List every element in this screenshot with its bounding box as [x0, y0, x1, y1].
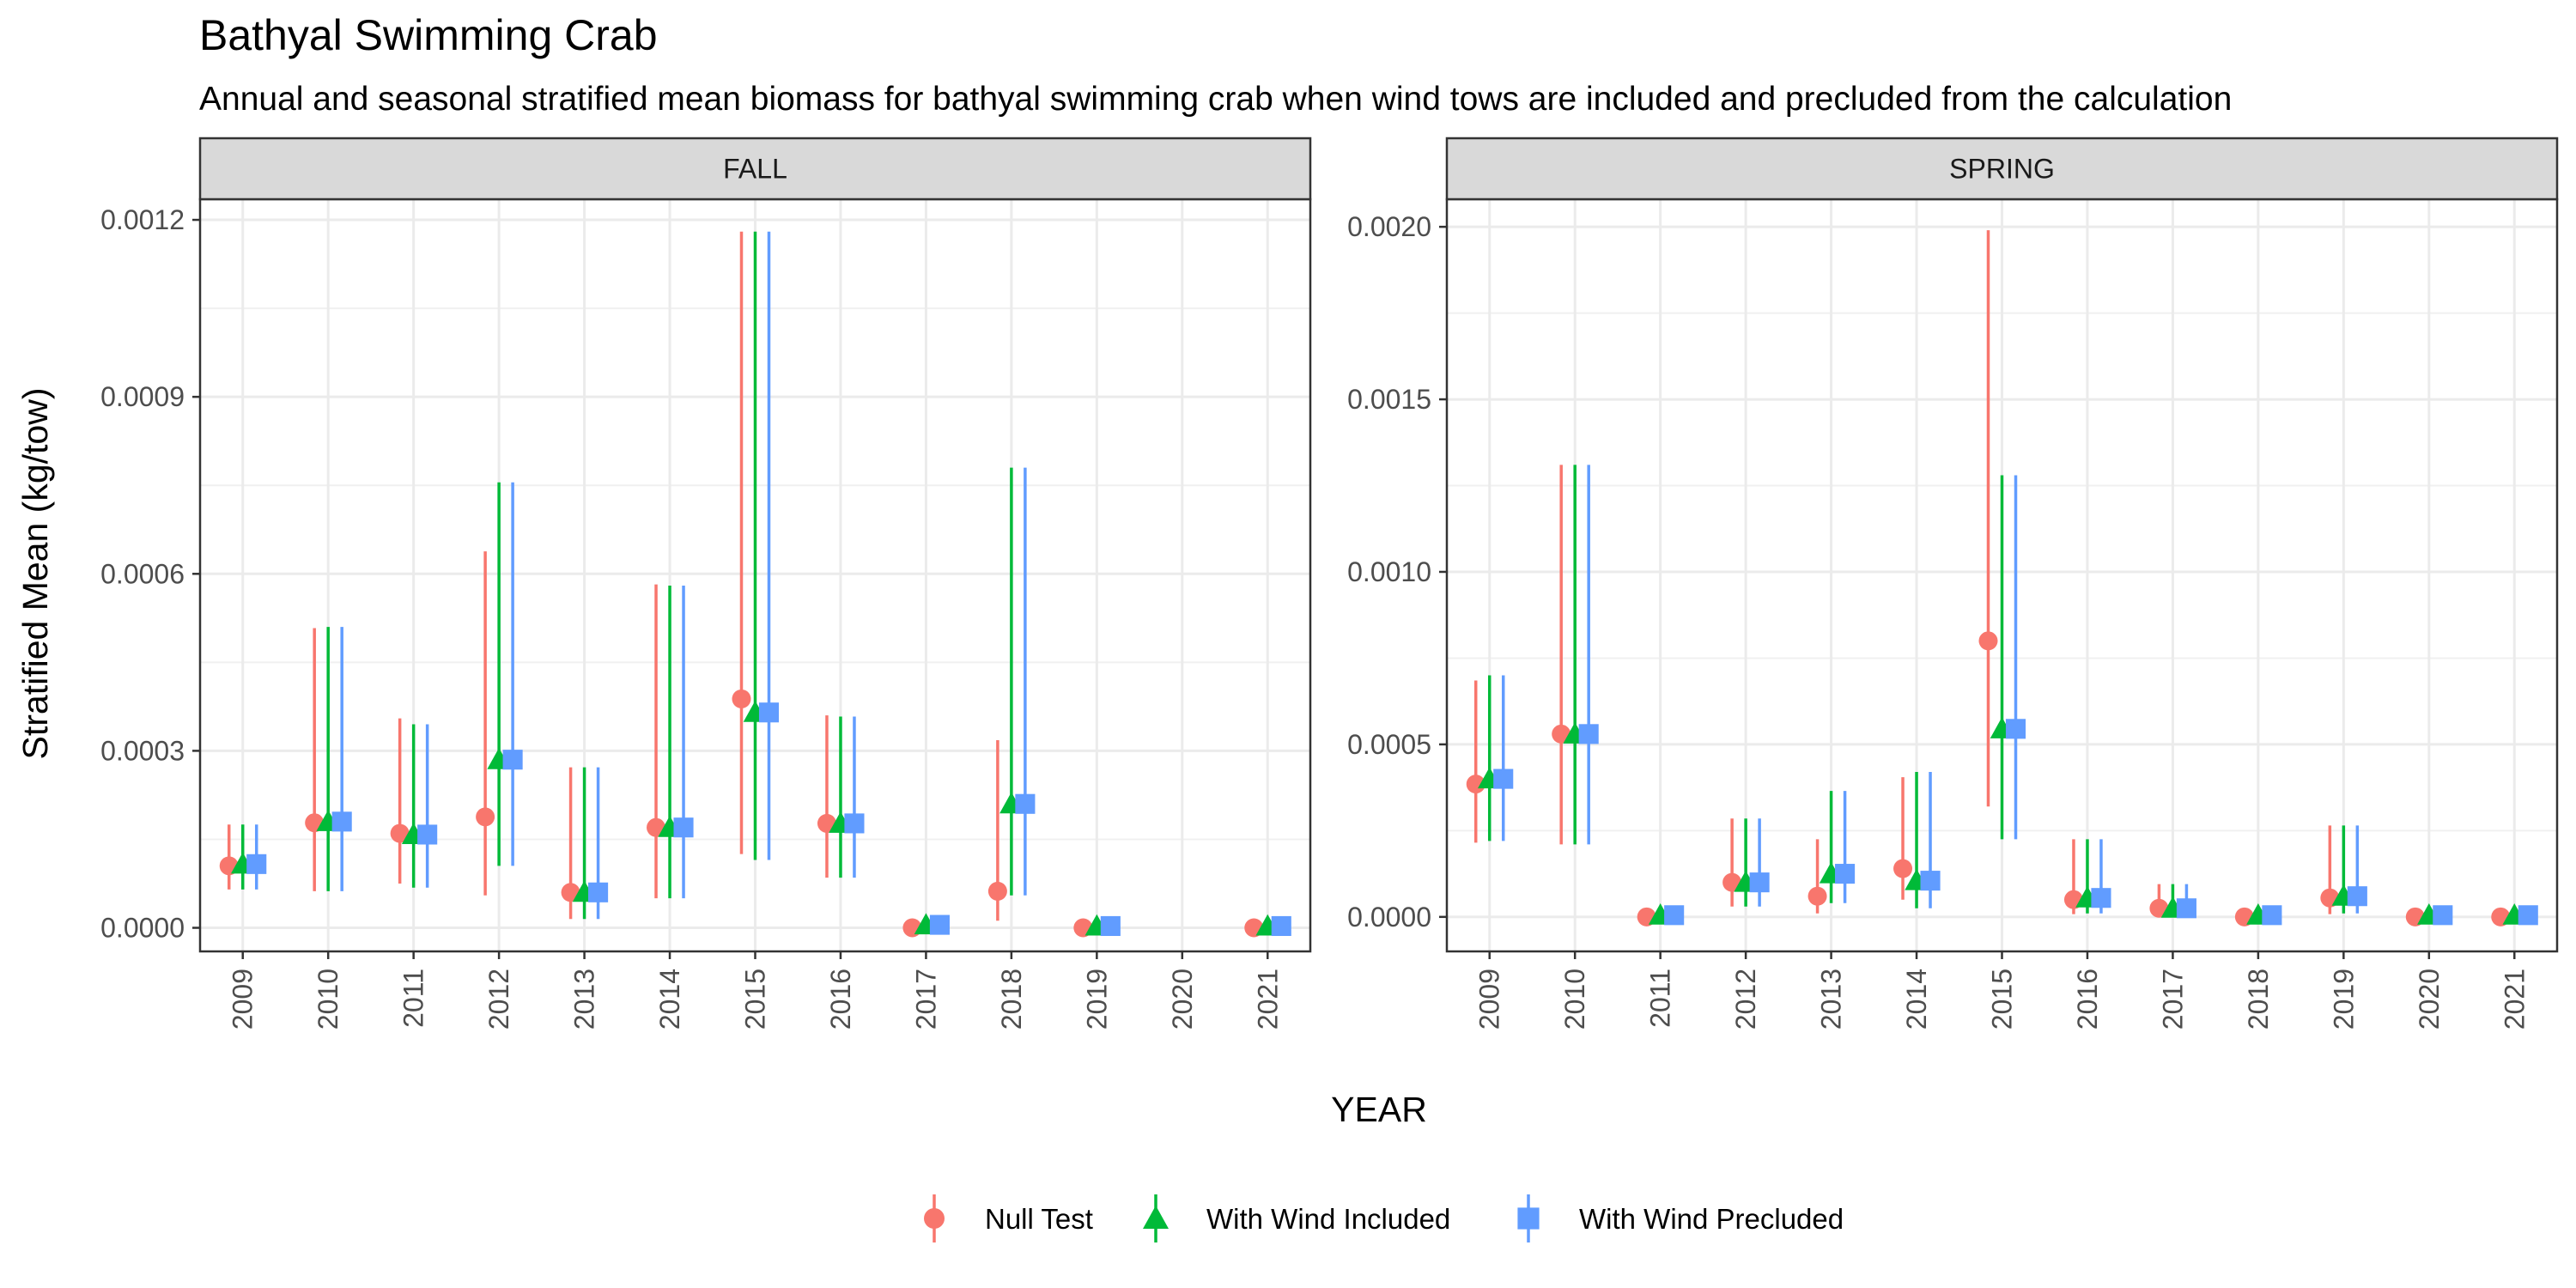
- data-point: [1807, 886, 1827, 906]
- y-tick-label: 0.0009: [100, 381, 185, 412]
- x-tick-label: 2016: [825, 969, 856, 1030]
- x-tick-label: 2010: [313, 969, 343, 1030]
- facet-strip: [198, 137, 1312, 201]
- y-tick-label: 0.0006: [100, 558, 185, 589]
- data-point: [2091, 888, 2111, 908]
- x-tick-label: 2014: [654, 969, 685, 1030]
- x-tick-label: 2019: [1081, 969, 1112, 1030]
- x-tick-label: 2009: [1474, 969, 1505, 1030]
- data-point: [1578, 724, 1599, 744]
- data-point: [1893, 859, 1913, 878]
- x-tick-label: 2018: [996, 969, 1027, 1030]
- x-tick-label: 2015: [740, 969, 771, 1030]
- data-point: [758, 702, 780, 723]
- facet-strip-label: FALL: [723, 154, 787, 185]
- x-tick-label: 2021: [1252, 969, 1283, 1030]
- data-point: [2176, 898, 2196, 919]
- x-tick-label: 2009: [228, 969, 258, 1030]
- x-tick-label: 2016: [2072, 969, 2103, 1030]
- data-point: [1749, 872, 1770, 893]
- x-tick-label: 2019: [2328, 969, 2359, 1030]
- facet-strip: [1445, 137, 2559, 201]
- x-tick-label: 2018: [2243, 969, 2274, 1030]
- data-point: [1015, 793, 1036, 814]
- x-tick-label: 2011: [398, 969, 429, 1028]
- chart-subtitle: Annual and seasonal stratified mean biom…: [199, 81, 2232, 118]
- series-prec: [1493, 465, 2538, 926]
- x-tick-label: 2017: [2157, 969, 2188, 1030]
- facet-panels: FALL 0.0000 0.0003 0.0006 0.0009 0.0012 2009 20…: [100, 137, 2559, 1030]
- data-point: [732, 689, 751, 708]
- data-point: [2262, 905, 2282, 926]
- data-point: [1664, 905, 1685, 926]
- data-point: [502, 750, 523, 770]
- data-point: [929, 914, 950, 935]
- y-tick-label: 0.0000: [100, 913, 185, 944]
- data-point: [2005, 719, 2026, 739]
- series-prec: [246, 231, 1291, 937]
- y-tick-label: 0.0015: [1347, 384, 1431, 415]
- data-point: [390, 823, 410, 843]
- data-point: [476, 807, 495, 827]
- legend-key-triangle: [1143, 1206, 1169, 1229]
- y-tick-label: 0.0000: [1347, 902, 1431, 933]
- y-tick-label: 0.0010: [1347, 556, 1431, 587]
- facet-strip-label: SPRING: [1949, 154, 2055, 185]
- legend-item-prec: With Wind Precluded: [1517, 1194, 1844, 1242]
- x-tick-label: 2013: [569, 969, 600, 1030]
- y-tick-label: 0.0020: [1347, 211, 1431, 242]
- legend: Null Test With Wind Included With Wind Pre…: [924, 1194, 1844, 1242]
- x-tick-label: 2012: [483, 969, 514, 1030]
- x-tick-label: 2020: [2414, 969, 2445, 1030]
- data-point: [1100, 915, 1121, 937]
- x-tick-label: 2010: [1559, 969, 1590, 1030]
- legend-label: With Wind Precluded: [1579, 1203, 1844, 1235]
- data-point: [1271, 915, 1291, 937]
- panel-fall: FALL 0.0000 0.0003 0.0006 0.0009 0.0012 2009 20…: [100, 137, 1312, 1030]
- data-point: [1466, 775, 1485, 794]
- data-point: [588, 882, 609, 902]
- legend-label: Null Test: [985, 1203, 1093, 1235]
- y-tick-label: 0.0003: [100, 735, 185, 766]
- x-tick-label: 2013: [1816, 969, 1847, 1030]
- data-point: [2347, 886, 2367, 907]
- legend-label: With Wind Included: [1206, 1203, 1450, 1235]
- data-point: [1493, 769, 1514, 789]
- y-tick-label: 0.0012: [100, 204, 185, 235]
- data-point: [1920, 871, 1941, 891]
- legend-item-null: Null Test: [924, 1194, 1093, 1242]
- x-tick-label: 2021: [2499, 969, 2530, 1030]
- y-tick-label: 0.0005: [1347, 729, 1431, 760]
- panel-spring: SPRING 0.0000 0.0005 0.0010 0.0015 0.0020 2009…: [1347, 137, 2559, 1030]
- legend-item-incl: With Wind Included: [1143, 1194, 1450, 1242]
- y-axis-title: Stratified Mean (kg/tow): [15, 388, 55, 760]
- x-tick-label: 2012: [1730, 969, 1761, 1030]
- data-point: [2433, 905, 2453, 926]
- data-point: [844, 813, 865, 834]
- data-point: [2518, 905, 2538, 926]
- data-point: [1835, 864, 1856, 884]
- legend-key-square: [1517, 1207, 1540, 1230]
- x-tick-label: 2017: [910, 969, 941, 1030]
- legend-key-circle: [924, 1208, 945, 1229]
- x-tick-label: 2011: [1645, 969, 1676, 1028]
- chart-title: Bathyal Swimming Crab: [199, 11, 658, 59]
- data-point: [246, 854, 267, 874]
- data-point: [417, 824, 438, 845]
- x-tick-label: 2014: [1901, 969, 1932, 1030]
- data-point: [673, 817, 694, 838]
- x-tick-label: 2015: [1987, 969, 2018, 1030]
- data-point: [331, 811, 352, 832]
- data-point: [1978, 631, 1998, 651]
- x-axis-title: YEAR: [1331, 1090, 1427, 1129]
- data-point: [987, 881, 1007, 901]
- x-tick-label: 2020: [1167, 969, 1198, 1030]
